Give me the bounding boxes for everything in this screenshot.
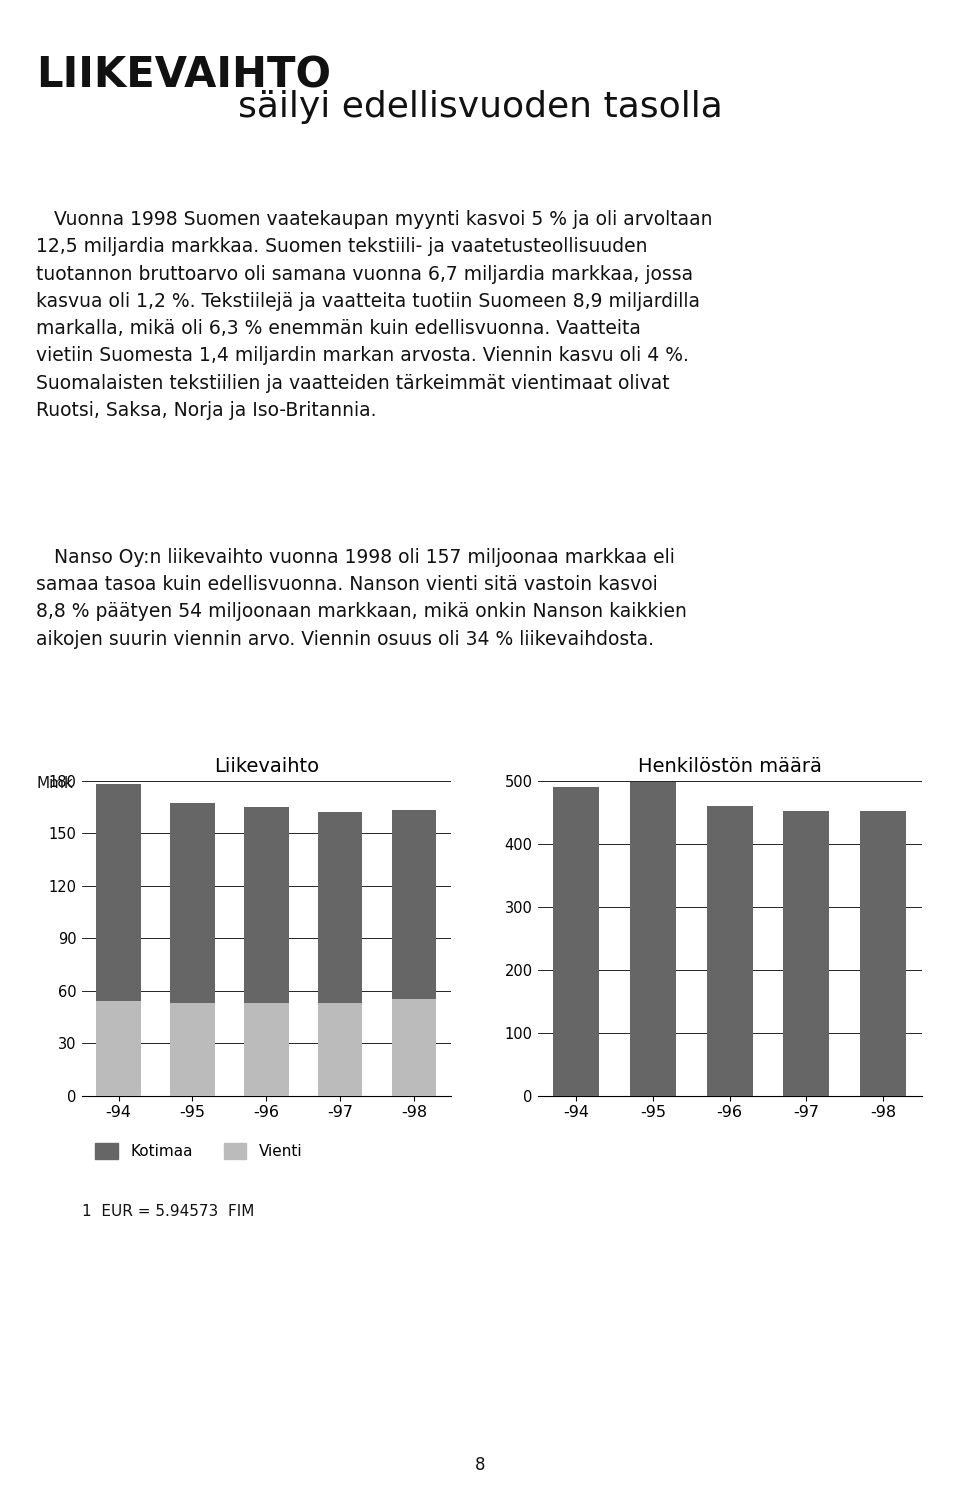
- Text: Vuonna 1998 Suomen vaatekaupan myynti kasvoi 5 % ja oli arvoltaan
12,5 miljardia: Vuonna 1998 Suomen vaatekaupan myynti ka…: [36, 210, 713, 420]
- Bar: [707, 806, 753, 1096]
- Bar: [170, 1003, 215, 1096]
- Bar: [392, 811, 437, 1000]
- Text: säilyi edellisvuoden tasolla: säilyi edellisvuoden tasolla: [238, 90, 722, 125]
- Legend: Kotimaa, Vienti: Kotimaa, Vienti: [89, 1138, 308, 1165]
- Bar: [170, 803, 215, 1003]
- Text: 1  EUR = 5.94573  FIM: 1 EUR = 5.94573 FIM: [82, 1204, 254, 1219]
- Bar: [244, 1003, 289, 1096]
- Text: Mmk: Mmk: [36, 776, 73, 791]
- Bar: [318, 812, 363, 1003]
- Bar: [318, 1003, 363, 1096]
- Bar: [553, 787, 599, 1096]
- Title: Henkilöstön määrä: Henkilöstön määrä: [637, 757, 822, 776]
- Bar: [783, 811, 829, 1096]
- Bar: [96, 784, 141, 1001]
- Text: Nanso Oy:n liikevaihto vuonna 1998 oli 157 miljoonaa markkaa eli
samaa tasoa kui: Nanso Oy:n liikevaihto vuonna 1998 oli 1…: [36, 548, 687, 648]
- Title: Liikevaihto: Liikevaihto: [214, 757, 319, 776]
- Bar: [860, 811, 906, 1096]
- Bar: [96, 1001, 141, 1096]
- Bar: [630, 782, 676, 1096]
- Bar: [392, 1000, 437, 1096]
- Text: 8: 8: [475, 1456, 485, 1474]
- Text: LIIKEVAIHTO: LIIKEVAIHTO: [36, 54, 331, 96]
- Bar: [244, 808, 289, 1003]
